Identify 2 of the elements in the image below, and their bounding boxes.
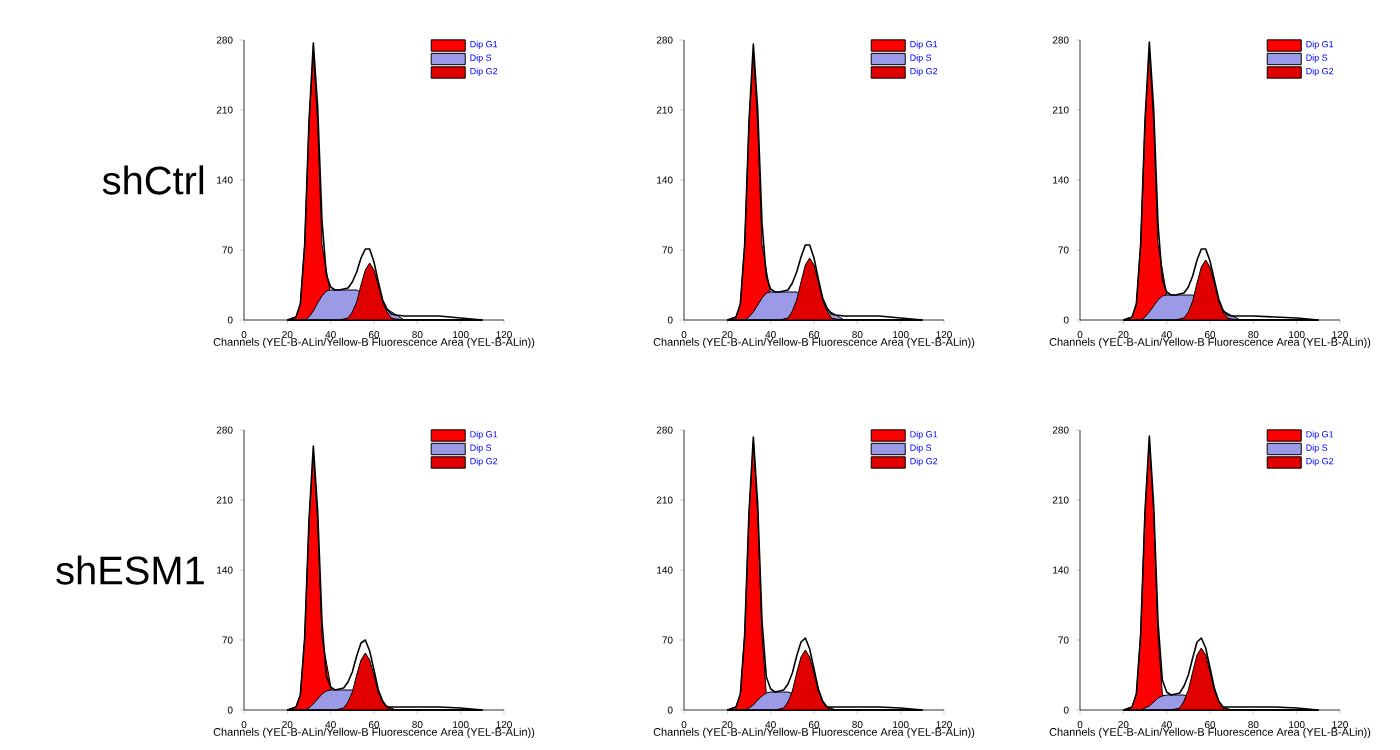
text: shCtrl: [102, 165, 204, 195]
text: shESM1: [56, 555, 204, 585]
